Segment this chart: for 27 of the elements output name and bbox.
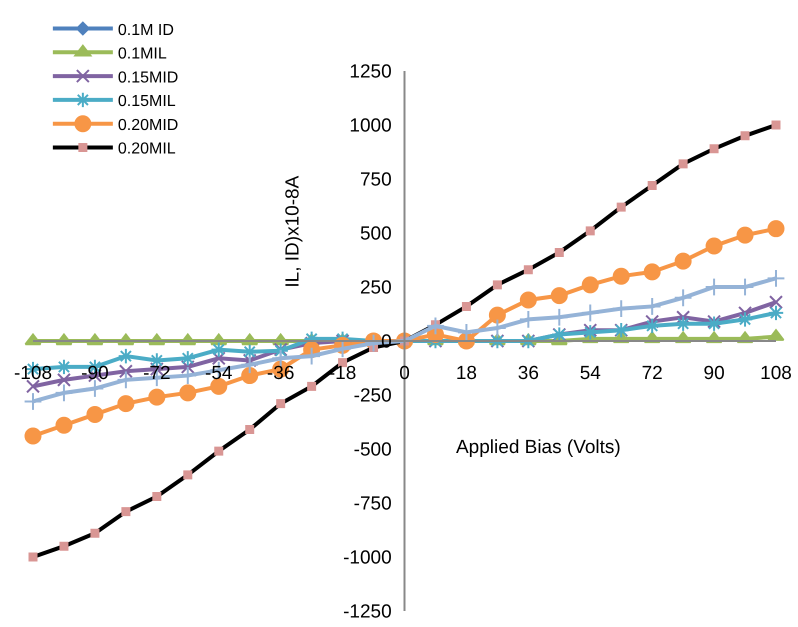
y-tick-label: -750 (354, 494, 392, 515)
y-tick-label: 750 (360, 170, 392, 191)
x-tick-label: 36 (518, 362, 539, 384)
y-tick-label: 1000 (349, 116, 392, 137)
x-axis-title: Applied Bias (Volts) (456, 437, 621, 458)
legend-label: 0.15MIL (118, 93, 176, 110)
x-tick-label: 54 (580, 362, 602, 384)
legend-label: 0.1MIL (118, 46, 167, 63)
y-tick-label: 1250 (349, 62, 392, 83)
x-tick-label: -54 (205, 362, 233, 384)
x-tick-label: 90 (704, 362, 725, 384)
x-tick-label: 72 (642, 362, 663, 384)
x-tick-label: 108 (760, 362, 792, 384)
y-tick-label: 500 (360, 224, 392, 245)
y-tick-label: -1250 (343, 602, 392, 623)
y-tick-label: -1000 (343, 548, 392, 569)
legend-label: 0.1M ID (118, 22, 174, 39)
x-tick-label: -72 (143, 362, 171, 384)
x-tick-label: 18 (456, 362, 477, 384)
y-tick-label: 250 (360, 278, 392, 299)
y-tick-label: -250 (354, 386, 392, 407)
x-tick-label: 0 (399, 362, 410, 384)
y-tick-label: -500 (354, 440, 392, 461)
legend-label: 0.15MID (118, 69, 178, 86)
legend-label: 0.20MID (118, 116, 178, 134)
x-tick-label: -18 (328, 362, 356, 384)
y-axis-title: IL, ID)x10-8A (282, 175, 304, 288)
